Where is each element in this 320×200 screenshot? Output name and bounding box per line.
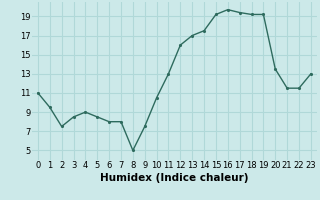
- X-axis label: Humidex (Indice chaleur): Humidex (Indice chaleur): [100, 173, 249, 183]
